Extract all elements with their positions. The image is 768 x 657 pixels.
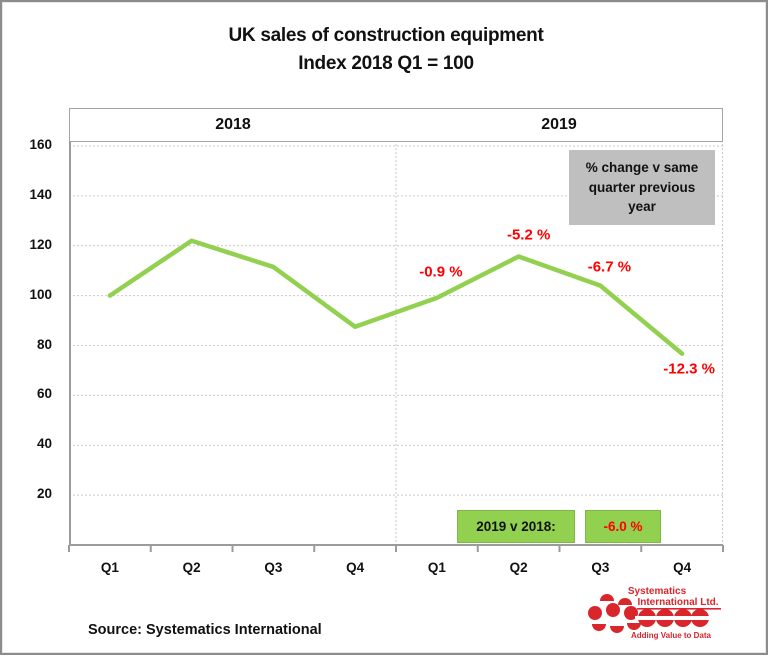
- year-band: 2018 2019: [69, 108, 723, 142]
- x-tick-label: Q3: [591, 560, 610, 575]
- x-tick-label: Q1: [100, 560, 119, 575]
- source-text: Source: Systematics International: [88, 622, 322, 638]
- chart-title: UK sales of construction equipment Index…: [2, 22, 768, 78]
- x-tick-label: Q2: [509, 560, 528, 575]
- x-axis: Q1 Q2 Q3 Q4 Q1 Q2 Q3 Q4: [69, 560, 723, 580]
- systematics-logo-icon: Systematics International Ltd. Adding Va…: [588, 586, 721, 640]
- x-tick-label: Q4: [346, 560, 365, 575]
- logo-tagline: Adding Value to Data: [631, 631, 712, 640]
- x-tick-label: Q3: [264, 560, 283, 575]
- y-tick-label: 140: [29, 186, 52, 202]
- y-tick-label: 100: [29, 286, 52, 302]
- y-tick-label: 160: [29, 137, 52, 152]
- x-tick-label: Q1: [427, 560, 446, 575]
- logo-line2: International Ltd.: [637, 597, 718, 608]
- year-label-2019: 2019: [541, 116, 577, 133]
- logo-line1: Systematics: [628, 586, 687, 597]
- x-tick-label: Q4: [673, 560, 692, 575]
- x-tick-label: Q2: [182, 560, 201, 575]
- chart-title-line2: Index 2018 Q1 = 100: [298, 53, 474, 74]
- y-axis: 20 40 60 80 100 120 140 160: [2, 137, 58, 554]
- y-tick-label: 20: [36, 486, 52, 502]
- chart-title-line1: UK sales of construction equipment: [228, 25, 544, 46]
- y-tick-label: 40: [36, 436, 52, 452]
- y-tick-label: 80: [36, 336, 52, 352]
- systematics-logo: Systematics International Ltd. Adding Va…: [585, 582, 725, 646]
- summary-label-box: 2019 v 2018:: [457, 510, 575, 543]
- y-tick-label: 120: [29, 236, 52, 252]
- y-tick-label: 60: [36, 386, 52, 402]
- summary-value-box: -6.0 %: [585, 510, 661, 543]
- year-label-2018: 2018: [215, 116, 251, 133]
- note-box: % change v same quarter previous year: [569, 150, 715, 225]
